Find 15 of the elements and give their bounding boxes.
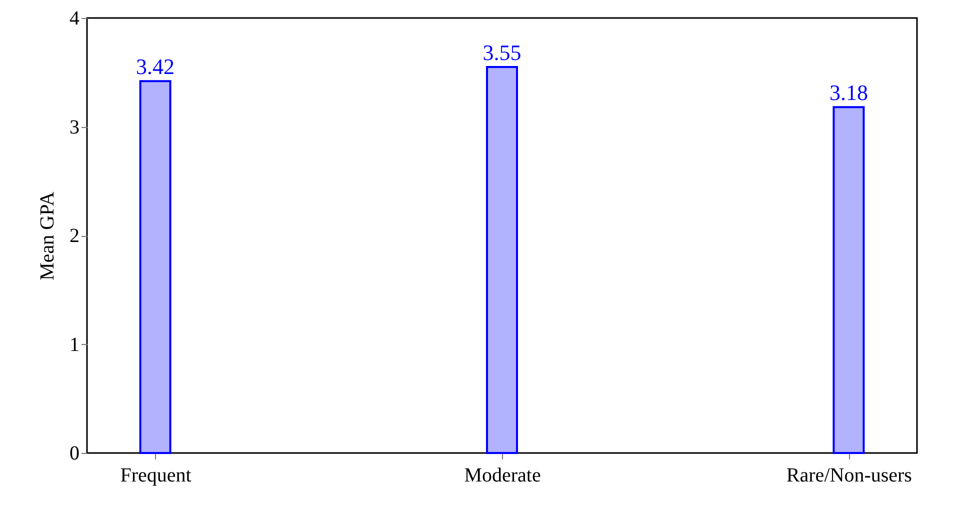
y-axis-title: Mean GPA	[36, 191, 58, 280]
y-tick-label: 1	[70, 334, 80, 356]
y-tick-label: 3	[70, 116, 80, 138]
bar	[486, 66, 518, 454]
y-tick-label: 2	[70, 225, 80, 247]
bar	[139, 80, 172, 454]
bar	[832, 106, 865, 454]
x-tick-label: Frequent	[120, 464, 192, 486]
y-tick-label: 0	[70, 442, 80, 464]
data-label: 3.18	[829, 80, 868, 106]
data-label: 3.42	[136, 54, 175, 80]
y-tick-label: 4	[70, 8, 80, 30]
x-tick-label: Moderate	[464, 464, 541, 486]
x-tick-label: Rare/Non-users	[786, 464, 912, 486]
data-label: 3.55	[482, 40, 522, 65]
